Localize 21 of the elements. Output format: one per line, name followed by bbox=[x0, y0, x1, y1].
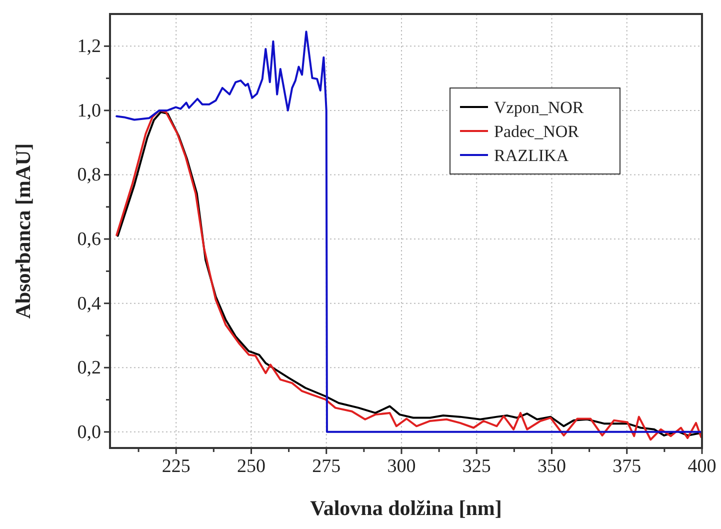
legend-label: RAZLIKA bbox=[494, 146, 570, 165]
x-tick-label: 400 bbox=[688, 456, 716, 477]
x-tick-label: 350 bbox=[537, 456, 566, 477]
x-tick-label: 375 bbox=[612, 456, 642, 477]
y-tick-label: 1,0 bbox=[77, 100, 101, 122]
x-tick-label: 250 bbox=[236, 456, 266, 477]
x-axis-title: Valovna dolžina [nm] bbox=[310, 496, 502, 520]
y-tick-label: 0,0 bbox=[77, 422, 101, 443]
y-tick-label: 0,6 bbox=[77, 229, 101, 250]
legend-label: Padec_NOR bbox=[494, 122, 580, 141]
y-tick-label: 0,2 bbox=[77, 358, 101, 379]
y-tick-label: 0,8 bbox=[77, 164, 101, 186]
x-tick-label: 275 bbox=[312, 456, 341, 477]
x-tick-label: 300 bbox=[387, 456, 416, 477]
line-series bbox=[116, 30, 702, 433]
x-tick-label: 325 bbox=[462, 456, 491, 477]
y-tick-label: 1,2 bbox=[77, 36, 101, 58]
y-tick-label: 0,4 bbox=[77, 293, 102, 314]
legend-label: Vzpon_NOR bbox=[494, 98, 584, 117]
x-tick-label: 225 bbox=[162, 456, 190, 477]
y-axis-title: Absorbanca [mAU] bbox=[11, 143, 35, 319]
